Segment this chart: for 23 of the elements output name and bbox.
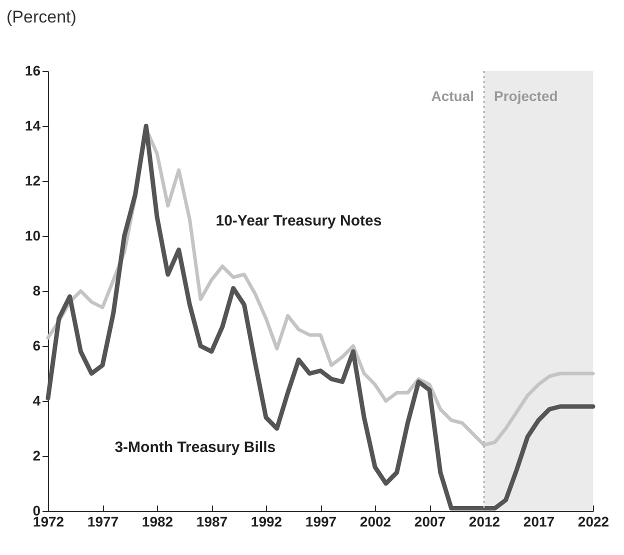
- x-tick-label: 2007: [414, 514, 446, 530]
- x-tick-label: 2017: [523, 514, 555, 530]
- y-tick-label: 12: [24, 172, 41, 188]
- x-tick-label: 2002: [360, 514, 392, 530]
- y-tick-label: 14: [24, 118, 41, 134]
- series-label: 10-Year Treasury Notes: [216, 212, 382, 230]
- y-tick-label: 10: [24, 228, 41, 244]
- x-tick-label: 1977: [87, 514, 119, 530]
- x-tick-label: 1982: [142, 514, 174, 530]
- y-tick-label: 4: [32, 392, 41, 408]
- x-tick-label: 2012: [468, 514, 500, 530]
- series-label: 3-Month Treasury Bills: [114, 439, 276, 456]
- x-tick-label: 2022: [578, 514, 610, 530]
- y-tick-label: 6: [32, 338, 41, 354]
- ref-line-label: Actual: [431, 88, 474, 104]
- y-tick-label: 8: [32, 282, 41, 298]
- y-tick-label: 16: [24, 62, 41, 78]
- y-axis-title: (Percent): [6, 8, 76, 26]
- y-tick-label: 2: [32, 448, 41, 464]
- x-tick-label: 1997: [305, 514, 337, 530]
- x-tick-label: 1987: [196, 514, 228, 530]
- x-tick-label: 1992: [250, 514, 282, 530]
- band-label: Projected: [494, 88, 558, 104]
